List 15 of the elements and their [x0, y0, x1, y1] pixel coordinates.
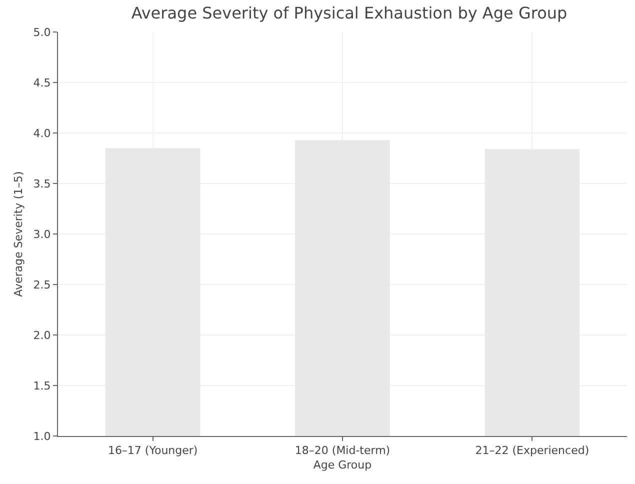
x-tick-label: 21–22 (Experienced): [475, 444, 590, 458]
x-tick-label: 16–17 (Younger): [108, 444, 198, 458]
x-tick-label: 18–20 (Mid-term): [294, 444, 390, 458]
y-tick-label: 3.5: [33, 177, 51, 190]
y-tick-label: 4.5: [33, 76, 51, 90]
chart-title: Average Severity of Physical Exhaustion by Age Group: [131, 3, 568, 22]
y-tick-label: 1.5: [33, 379, 51, 392]
y-tick-label: 4.0: [33, 126, 51, 140]
y-tick-label: 2.5: [33, 278, 51, 292]
y-tick-label: 1.0: [33, 430, 51, 443]
y-axis-title: Average Severity (1–5): [12, 171, 25, 297]
y-tick-label: 2.0: [33, 328, 51, 342]
x-axis-title: Age Group: [313, 458, 372, 472]
y-tick-label: 5.0: [33, 26, 51, 39]
y-tick-label: 3.0: [33, 228, 51, 241]
